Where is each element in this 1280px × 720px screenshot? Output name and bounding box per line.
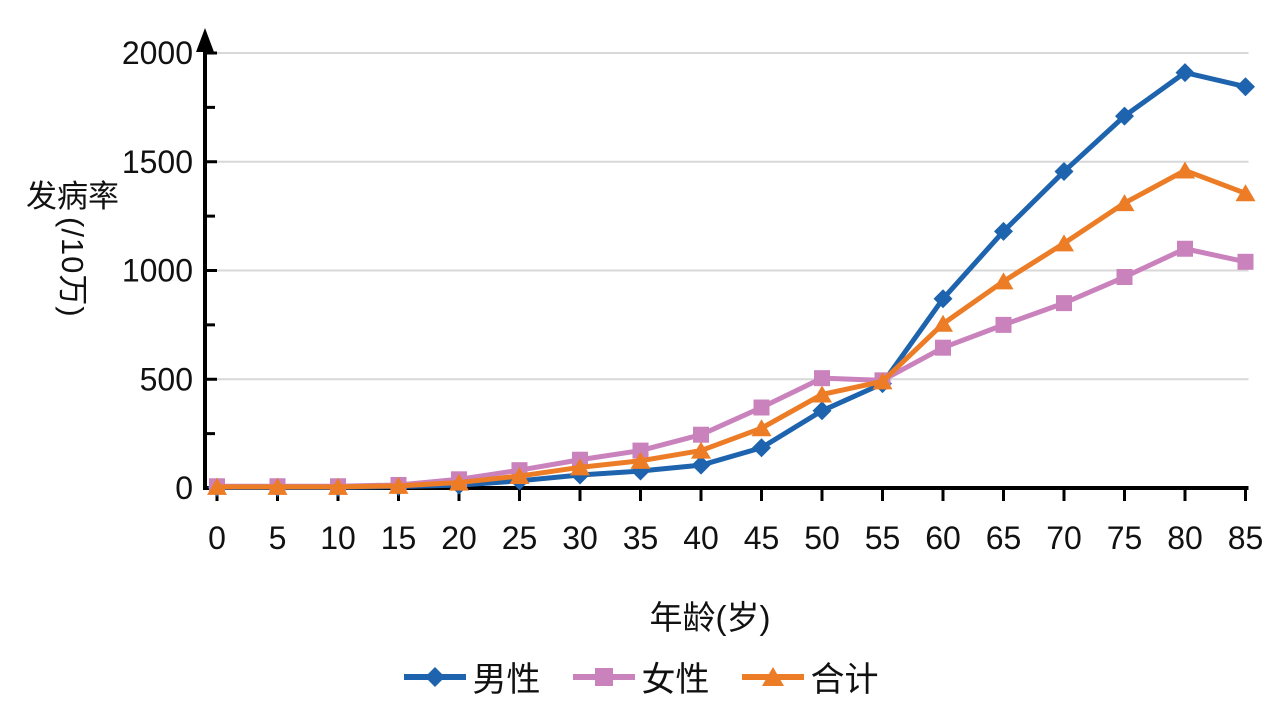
male-marker-65 — [994, 221, 1013, 241]
total-line-triangle-icon — [741, 666, 804, 686]
legend-item-male: 男性 — [402, 652, 541, 701]
total-marker-50 — [812, 385, 832, 403]
y-tick-label-2000: 2000 — [122, 35, 193, 71]
y-tick-label-1500: 1500 — [122, 144, 193, 180]
x-axis-title: 年龄(岁) — [0, 591, 1280, 639]
x-tick-label-70: 70 — [1046, 520, 1082, 556]
female-line — [217, 246, 1247, 489]
x-tick-label-30: 30 — [562, 520, 598, 556]
total-marker-80 — [1175, 161, 1195, 179]
y-axis-arrow-icon — [196, 28, 214, 52]
male-line-diamond-icon — [403, 666, 466, 687]
total-marker-20 — [449, 473, 469, 491]
female-legend-marker-icon — [594, 667, 613, 686]
male-marker-60 — [933, 289, 953, 309]
x-tick-label-40: 40 — [683, 520, 719, 556]
female-marker-80 — [1177, 240, 1193, 257]
total-marker-0 — [207, 477, 227, 495]
total-marker-35 — [630, 451, 651, 469]
male-marker-85 — [1236, 77, 1255, 97]
female-marker-45 — [753, 399, 770, 416]
x-tick-label-10: 10 — [320, 520, 356, 556]
x-tick-label-80: 80 — [1167, 520, 1203, 556]
female-marker-60 — [935, 339, 951, 356]
total-marker-75 — [1114, 194, 1135, 212]
total-marker-85 — [1235, 184, 1256, 202]
total-line — [217, 167, 1247, 490]
legend-label-female: 女性 — [641, 661, 710, 699]
x-tick-label-20: 20 — [441, 520, 477, 556]
total-marker-40 — [691, 441, 711, 459]
x-tick-label-65: 65 — [986, 520, 1022, 556]
female-line-square-icon — [572, 667, 635, 686]
male-legend-marker-icon — [424, 666, 445, 687]
legend: 男性 女性 合计 — [0, 652, 1280, 701]
male-line — [217, 70, 1247, 490]
female-marker-40 — [693, 426, 709, 443]
total-legend-marker-icon — [761, 666, 784, 686]
total-marker-10 — [328, 477, 348, 495]
x-tick-label-15: 15 — [381, 520, 417, 556]
x-tick-label-5: 5 — [269, 520, 287, 556]
y-tick-label-500: 500 — [140, 361, 193, 397]
female-marker-65 — [995, 316, 1012, 333]
total-marker-25 — [509, 467, 530, 485]
y-tick-label-0: 0 — [175, 470, 193, 506]
total-marker-60 — [933, 314, 953, 332]
female-marker-85 — [1237, 253, 1254, 270]
legend-item-total: 合计 — [740, 652, 879, 701]
y-tick-label-1000: 1000 — [122, 253, 193, 289]
x-axis-title-text: 年龄(岁) — [649, 599, 771, 636]
x-tick-label-55: 55 — [865, 520, 901, 556]
total-marker-5 — [267, 477, 288, 495]
y-axis-label: 发病率 (/10万) — [26, 178, 119, 318]
x-tick-label-75: 75 — [1107, 520, 1143, 556]
male-marker-45 — [752, 438, 771, 458]
total-marker-45 — [751, 419, 772, 437]
x-tick-label-60: 60 — [925, 520, 961, 556]
female-marker-75 — [1116, 269, 1133, 286]
x-tick-label-25: 25 — [502, 520, 538, 556]
total-marker-65 — [993, 272, 1014, 290]
x-tick-label-85: 85 — [1228, 520, 1264, 556]
legend-label-male: 男性 — [472, 661, 541, 699]
legend-label-total: 合计 — [810, 661, 879, 699]
male-marker-40 — [691, 455, 711, 475]
male-marker-80 — [1175, 63, 1195, 83]
legend-item-female: 女性 — [571, 652, 710, 701]
total-marker-30 — [570, 458, 590, 476]
x-tick-label-50: 50 — [804, 520, 840, 556]
total-marker-70 — [1054, 234, 1074, 252]
female-marker-70 — [1056, 295, 1072, 312]
total-marker-15 — [388, 476, 409, 494]
male-marker-75 — [1115, 106, 1134, 126]
x-tick-label-0: 0 — [208, 520, 226, 556]
total-marker-55 — [872, 372, 893, 390]
y-axis-label-unit: (/10万) — [55, 217, 91, 318]
x-tick-label-35: 35 — [623, 520, 659, 556]
male-marker-70 — [1054, 162, 1074, 182]
female-marker-35 — [632, 442, 649, 459]
male-marker-50 — [812, 401, 832, 421]
female-marker-50 — [814, 370, 830, 387]
x-tick-label-45: 45 — [744, 520, 780, 556]
y-axis-label-main: 发病率 — [26, 179, 119, 214]
